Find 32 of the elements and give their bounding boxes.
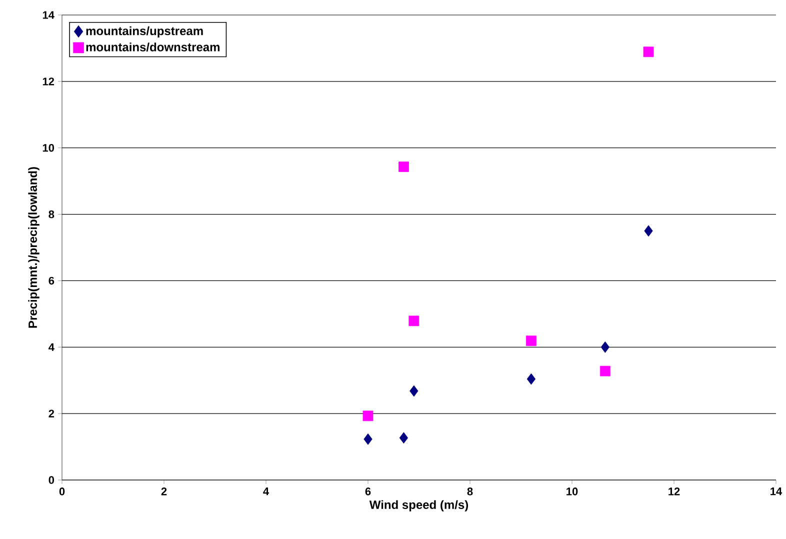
x-tick-label: 14 (770, 488, 782, 496)
x-tick-label: 8 (467, 488, 473, 496)
y-tick-label: 12 (42, 78, 54, 86)
y-tick-label: 14 (42, 11, 54, 19)
y-tick-label: 2 (48, 410, 54, 418)
x-tick-label: 6 (365, 488, 371, 496)
point (526, 336, 536, 346)
point (643, 46, 654, 58)
point (398, 162, 409, 172)
x-axis-title: Wind speed (m/s) (369, 500, 468, 512)
x-tick-label: 4 (263, 488, 269, 496)
point (600, 341, 610, 353)
x-tick-label: 0 (59, 488, 65, 496)
legend-label: mountains/downstream (86, 42, 220, 52)
x-tick-label: 10 (566, 488, 578, 496)
point (364, 433, 372, 445)
point (600, 366, 610, 376)
point (644, 225, 653, 237)
y-axis-title: Precip(mnt.)/precip(lowland) (28, 167, 40, 328)
y-tick-label: 10 (42, 144, 54, 152)
x-tick-label: 2 (161, 488, 167, 496)
x-tick-label: 12 (668, 488, 680, 496)
point (362, 410, 374, 422)
point (526, 373, 536, 385)
y-tick-label: 4 (48, 343, 54, 351)
point (399, 432, 408, 444)
y-tick-label: 8 (48, 210, 54, 218)
y-tick-label: 6 (48, 276, 54, 285)
point (408, 316, 420, 326)
y-tick-label: 0 (48, 476, 54, 484)
legend-label: mountains/upstream (86, 26, 203, 38)
point (410, 385, 418, 397)
